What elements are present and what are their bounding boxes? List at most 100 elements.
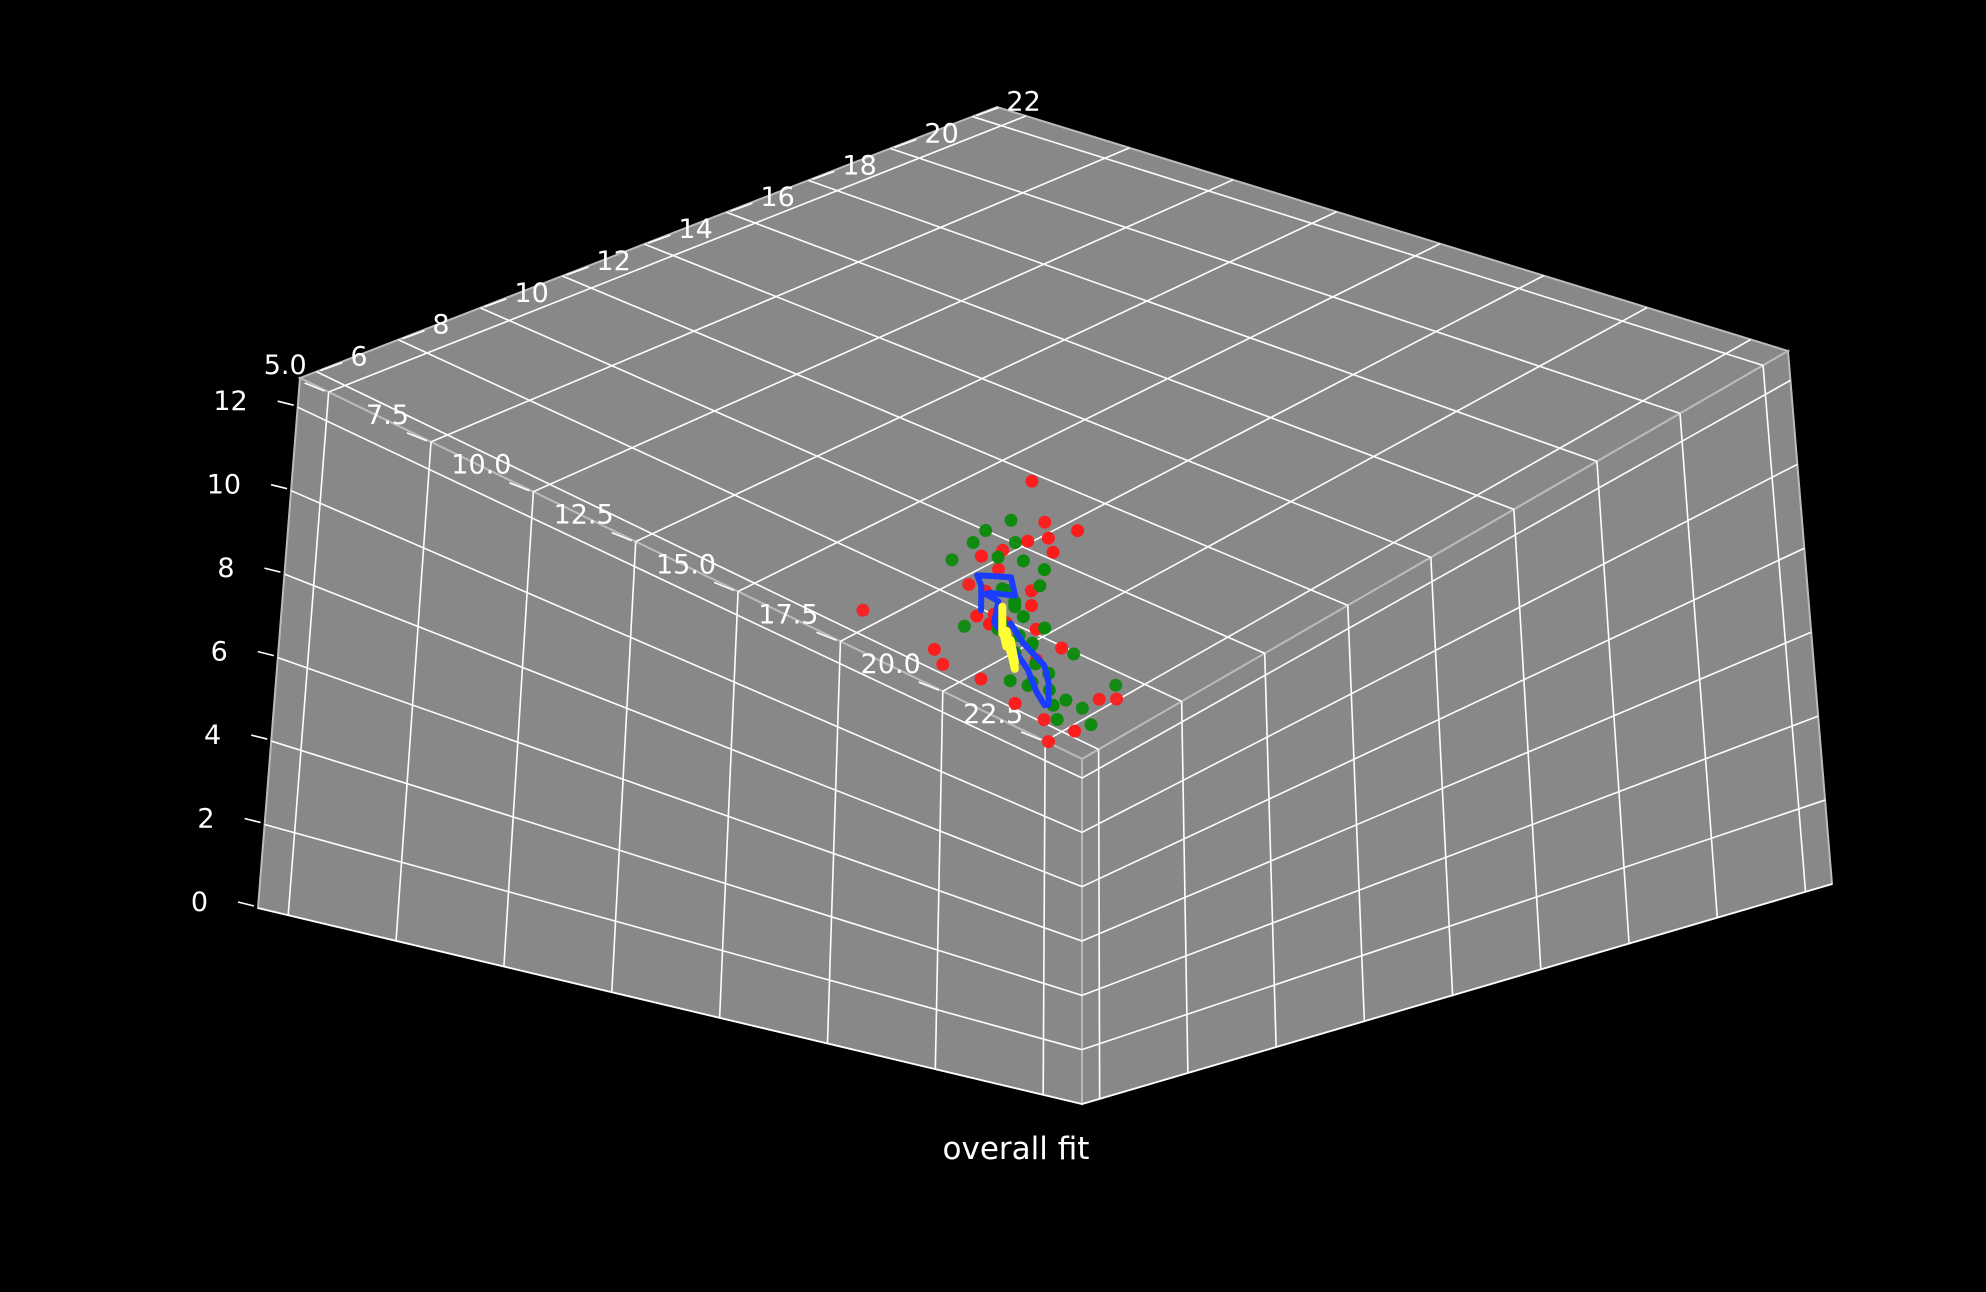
y-tick-label: 20.0 [861, 649, 921, 680]
grid-line-y-top [1044, 338, 1752, 742]
grid-line-x-right [1430, 557, 1454, 996]
grid-line-y-top [533, 179, 1234, 493]
red-data-point [856, 603, 870, 617]
x-tick-mark [648, 234, 671, 244]
red-data-point [1055, 641, 1069, 655]
red-data-point [1041, 531, 1055, 545]
x-tick-mark [566, 266, 589, 276]
yellow-series-line [998, 602, 1019, 673]
z-tick-label: 10 [207, 470, 241, 501]
red-data-point [1071, 524, 1085, 538]
x-tick-label: 6 [350, 342, 367, 373]
x-tick-label: 8 [432, 310, 449, 341]
red-data-point [1110, 692, 1123, 706]
red-data-point [1092, 692, 1106, 706]
red-data-point [1038, 515, 1052, 529]
y-tick-label: 5.0 [264, 350, 307, 381]
grid-line-z-left [257, 907, 1083, 1105]
axis-panes [256, 105, 1834, 1106]
green-data-point [1037, 563, 1051, 577]
grid-line-z-right [1081, 631, 1812, 942]
green-data-point [1038, 621, 1052, 635]
grid-line-z-left [277, 656, 1083, 942]
red-data-point [1025, 599, 1038, 612]
green-data-point [966, 536, 980, 549]
grid-line-x-right [1346, 605, 1366, 1022]
x-tick-label: 16 [760, 182, 794, 213]
red-data-point [1021, 534, 1035, 548]
grid-line-x-right [1513, 509, 1542, 970]
z-tick-label: 8 [217, 553, 234, 584]
green-data-point [1067, 647, 1081, 661]
x-tick-mark [812, 170, 835, 181]
z-tick-label: 0 [191, 887, 208, 918]
grid-line-z-right [1081, 883, 1833, 1105]
red-data-point [927, 642, 941, 656]
x-tick-label: 12 [596, 246, 630, 277]
z-tick-label: 4 [204, 720, 221, 751]
x-tick-mark [894, 138, 917, 149]
red-data-point [1037, 713, 1051, 727]
y-tick-label: 7.5 [366, 400, 409, 431]
y-tick-label: 17.5 [758, 599, 818, 630]
z-tick-label: 12 [213, 386, 247, 417]
z-tick-mark [277, 400, 294, 406]
green-data-point [1016, 554, 1030, 568]
chart-title: overall fit [943, 1131, 1090, 1167]
y-tick-mark [1020, 731, 1042, 741]
x-tick-mark [976, 106, 999, 117]
grid-line-x-right [1596, 461, 1630, 944]
z-tick-label: 2 [197, 804, 214, 835]
grid-line-y-left [610, 541, 637, 993]
grid-line-x-right [1180, 701, 1189, 1073]
y-tick-mark [304, 382, 325, 392]
z-tick-mark [264, 567, 281, 573]
grid-line-z-right [1081, 799, 1826, 1051]
green-data-point [1033, 579, 1047, 593]
grid-line-y-left [934, 691, 944, 1070]
grid-line-z-left [270, 740, 1083, 997]
blue-series-line [974, 572, 1052, 709]
green-data-point [1008, 536, 1022, 549]
grid-line-z-right [1081, 547, 1805, 888]
grid-line-y-top [430, 147, 1130, 443]
y-tick-mark [406, 432, 428, 442]
grid-line-y-left [826, 641, 842, 1044]
red-data-point [1025, 474, 1039, 488]
grid-line-x-right [1679, 413, 1719, 918]
green-data-point [1084, 718, 1098, 732]
red-data-point [974, 672, 988, 686]
y-tick-label: 15.0 [656, 549, 716, 580]
y-tick-mark [611, 531, 633, 542]
y-tick-mark [816, 631, 837, 642]
grid-line-y-top [840, 274, 1545, 643]
red-data-point [1042, 735, 1055, 749]
red-data-point [1008, 696, 1022, 710]
grid-line-y-left [395, 441, 432, 941]
y-tick-label: 10.0 [451, 450, 511, 481]
green-data-point [1109, 678, 1123, 692]
red-data-point [974, 549, 988, 563]
grid-line-y-left [287, 391, 330, 916]
grid-line-y-top [737, 242, 1441, 593]
red-data-point [1046, 545, 1060, 559]
grid-lines [257, 115, 1833, 1105]
x-tick-label: 14 [678, 214, 712, 245]
z-tick-label: 6 [211, 637, 228, 668]
grid-line-y-top [328, 115, 1027, 393]
grid-line-y-top [942, 306, 1648, 692]
green-data-point [991, 550, 1005, 564]
grid-line-y-top [635, 211, 1337, 543]
y-tick-mark [918, 681, 940, 691]
x-tick-mark [320, 361, 343, 372]
z-tick-mark [270, 483, 288, 490]
data-marks [856, 474, 1123, 749]
grid-line-z-right [1081, 379, 1791, 779]
green-data-point [957, 619, 971, 633]
grid-line-z-right [1081, 715, 1819, 997]
green-data-point [1016, 610, 1030, 624]
x-tick-mark [484, 298, 507, 308]
grid-line-z-right [1081, 463, 1798, 834]
grid-line-z-left [264, 823, 1083, 1051]
